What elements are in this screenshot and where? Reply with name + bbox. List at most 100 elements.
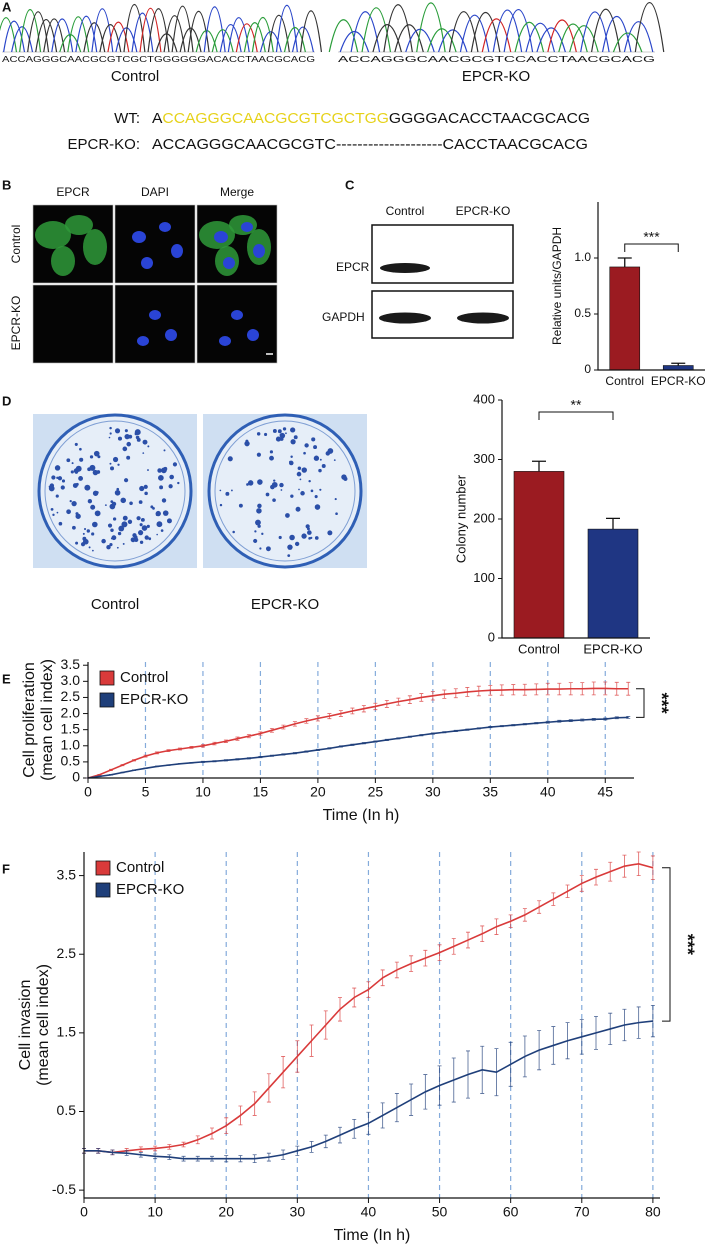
colony bbox=[55, 494, 59, 498]
colony bbox=[261, 532, 264, 535]
sequence-part: A bbox=[152, 110, 162, 127]
trace-peak bbox=[43, 18, 66, 53]
row-label: Control bbox=[9, 225, 23, 264]
colony bbox=[116, 487, 120, 491]
plate-inner bbox=[44, 420, 186, 562]
trace-peak bbox=[155, 33, 178, 53]
plate-inner bbox=[214, 420, 356, 562]
x-tick-label: 20 bbox=[310, 784, 326, 800]
row-label: EPCR-KO bbox=[9, 296, 23, 351]
colony bbox=[122, 446, 128, 452]
lane-label: Control bbox=[386, 204, 425, 218]
colony bbox=[136, 437, 141, 442]
colony bbox=[255, 519, 261, 526]
y-axis-label: (mean cell index) bbox=[35, 964, 52, 1086]
colony bbox=[54, 465, 61, 471]
colony bbox=[172, 462, 178, 467]
column-label: Merge bbox=[220, 185, 254, 199]
nucleus bbox=[149, 310, 161, 320]
colony bbox=[177, 481, 180, 485]
y-tick-label: 1.0 bbox=[61, 736, 81, 752]
colony bbox=[257, 454, 260, 456]
colony bbox=[109, 432, 112, 435]
colony bbox=[147, 469, 149, 471]
colony bbox=[280, 489, 283, 491]
y-tick-label: 100 bbox=[473, 570, 495, 585]
colony bbox=[313, 455, 320, 461]
x-tick-label: 25 bbox=[368, 784, 384, 800]
trace-peak bbox=[35, 18, 58, 53]
y-axis-label: (mean cell index) bbox=[39, 659, 56, 781]
colony bbox=[109, 426, 112, 430]
colony bbox=[148, 537, 152, 541]
y-tick-label: -0.5 bbox=[52, 1181, 76, 1197]
colony bbox=[48, 485, 55, 492]
colony bbox=[52, 513, 55, 517]
colony bbox=[58, 521, 63, 526]
colony bbox=[142, 439, 148, 445]
y-tick-label: 0.5 bbox=[574, 306, 591, 320]
colony bbox=[297, 466, 302, 471]
colony bbox=[290, 439, 296, 445]
colony bbox=[272, 498, 276, 502]
trace-label: EPCR-KO bbox=[462, 68, 530, 85]
colony bbox=[144, 535, 149, 540]
significance-bracket bbox=[538, 411, 614, 420]
cell bbox=[83, 229, 107, 265]
colony bbox=[126, 455, 131, 460]
colony bbox=[75, 512, 79, 516]
colony bbox=[112, 517, 117, 521]
colony bbox=[117, 463, 120, 466]
colony bbox=[109, 462, 112, 465]
colony bbox=[126, 441, 132, 447]
significance-bracket bbox=[662, 867, 671, 1022]
colony bbox=[256, 432, 261, 436]
x-tick-label: 40 bbox=[540, 784, 556, 800]
y-tick-label: 1.5 bbox=[61, 720, 81, 736]
axis bbox=[597, 202, 705, 371]
plate-label: EPCR-KO bbox=[251, 596, 319, 613]
plate-rim bbox=[37, 413, 193, 569]
panel-label: C bbox=[345, 177, 355, 192]
trace-peak bbox=[503, 8, 534, 53]
colony bbox=[106, 544, 111, 550]
trace-peak bbox=[361, 7, 392, 53]
panel-label: F bbox=[2, 861, 10, 876]
legend-label: Control bbox=[120, 669, 168, 686]
error-bar bbox=[626, 681, 631, 696]
colony bbox=[116, 546, 119, 549]
colony bbox=[310, 489, 314, 493]
colony bbox=[265, 492, 270, 497]
y-tick-label: 0 bbox=[584, 362, 591, 376]
band-label: EPCR bbox=[336, 260, 370, 274]
x-axis-label: Time (In h) bbox=[323, 807, 400, 824]
trace-peak bbox=[107, 21, 130, 53]
trace-peak bbox=[203, 6, 226, 53]
colony bbox=[121, 521, 128, 528]
colony bbox=[300, 491, 305, 496]
panel-label: A bbox=[2, 0, 12, 14]
x-tick-label: 15 bbox=[253, 784, 269, 800]
trace-peak bbox=[11, 26, 34, 53]
x-tick-label: 40 bbox=[361, 1204, 377, 1220]
x-tick-label: Control bbox=[605, 374, 644, 388]
colony bbox=[122, 542, 125, 545]
sequence-part: GGGGACACCTAACGCACG bbox=[389, 110, 590, 127]
y-axis-label: Colony number bbox=[453, 474, 468, 563]
colony bbox=[110, 528, 114, 532]
colony bbox=[146, 524, 150, 528]
colony bbox=[247, 480, 254, 486]
colony bbox=[95, 491, 99, 494]
trace-label: Control bbox=[111, 68, 159, 85]
y-tick-label: 300 bbox=[473, 451, 495, 466]
legend-marker bbox=[95, 882, 111, 898]
colony bbox=[51, 475, 56, 480]
panel-label: D bbox=[2, 393, 11, 408]
colony bbox=[57, 476, 63, 481]
colony bbox=[71, 500, 77, 507]
blot-frame bbox=[371, 224, 514, 284]
x-tick-label: 70 bbox=[574, 1204, 590, 1220]
series-line bbox=[84, 1020, 653, 1160]
colony bbox=[88, 546, 91, 549]
colony bbox=[277, 429, 282, 434]
